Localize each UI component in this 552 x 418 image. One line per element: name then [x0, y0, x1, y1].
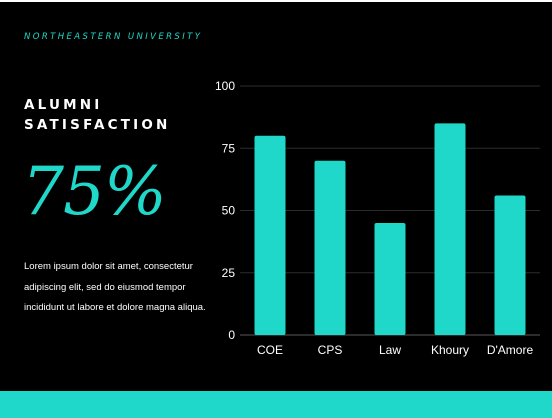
headline-value: 75%: [22, 153, 167, 230]
x-tick-label: Khoury: [431, 343, 469, 357]
x-tick-label: COE: [257, 343, 283, 357]
bottom-accent-bar: [0, 391, 552, 418]
x-tick-label: Law: [379, 343, 401, 357]
y-tick-label: 75: [222, 141, 236, 155]
page-title: ALUMNI SATISFACTION: [24, 97, 171, 133]
y-tick-label: 0: [228, 328, 235, 342]
bar: [374, 222, 406, 335]
bar: [434, 123, 466, 335]
x-tick-label: CPS: [318, 343, 343, 357]
org-name: NORTHEASTERN UNIVERSITY: [24, 32, 203, 42]
description-text: Lorem ipsum dolor sit amet, consectetur …: [24, 261, 206, 313]
bar: [494, 195, 526, 335]
y-tick-label: 100: [215, 79, 235, 93]
y-tick-label: 25: [222, 266, 236, 280]
y-tick-label: 50: [222, 204, 236, 218]
bar: [254, 135, 286, 335]
x-tick-label: D'Amore: [487, 343, 534, 357]
bar: [314, 160, 346, 335]
